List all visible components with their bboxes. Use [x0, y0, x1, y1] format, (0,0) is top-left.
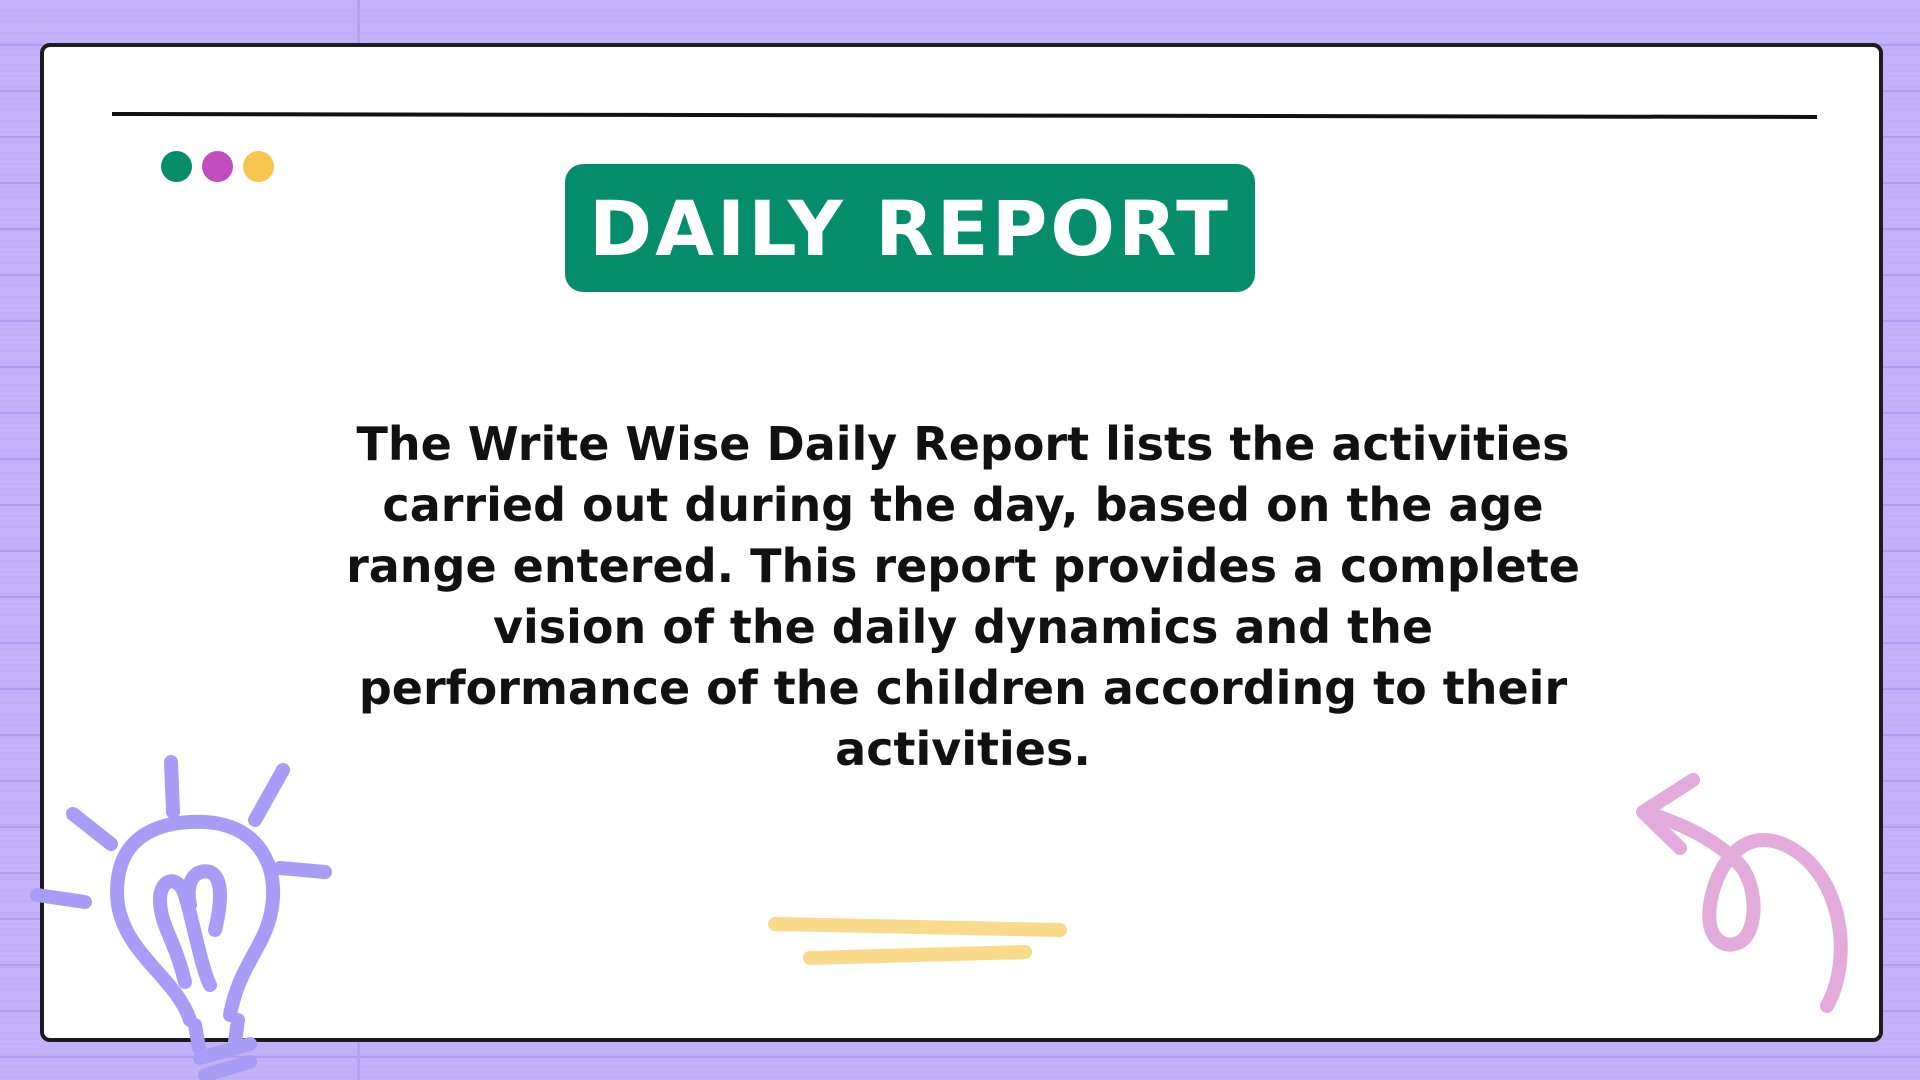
- report-description: The Write Wise Daily Report lists the ac…: [346, 417, 1580, 776]
- green-dot-icon: [161, 151, 192, 182]
- yellow-dot-icon: [243, 151, 274, 182]
- lightbulb-icon: [30, 755, 332, 1080]
- underline-strokes-icon: [768, 917, 1067, 965]
- curly-arrow-icon: [1636, 773, 1848, 1013]
- title-badge: DAILY REPORT: [565, 164, 1255, 292]
- slide-card: DAILY REPORT The Write Wise Daily Report…: [40, 43, 1883, 1042]
- purple-dot-icon: [202, 151, 233, 182]
- page-title: DAILY REPORT: [589, 183, 1231, 273]
- header-rule: [111, 112, 1818, 119]
- window-dots: [161, 151, 274, 182]
